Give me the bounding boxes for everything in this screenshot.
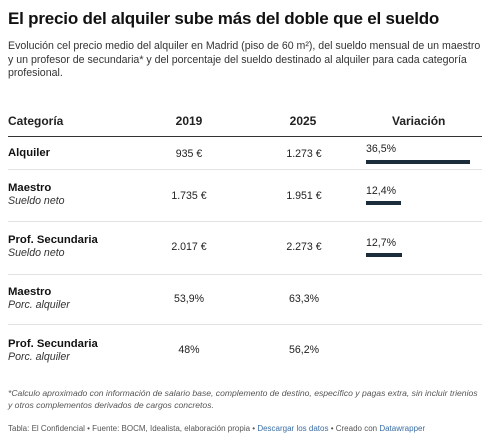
variation-cell: 36,5% <box>366 143 476 169</box>
value-2025: 56,2% <box>288 344 320 356</box>
column-header-variation[interactable]: Variación <box>392 114 446 128</box>
value-2019: 935 € <box>175 148 203 160</box>
row-category: Maestro Porc. alquiler <box>8 285 70 312</box>
variation-label: 36,5% <box>366 143 397 155</box>
category-label: Prof. Secundaria <box>8 338 98 350</box>
variation-cell: 12,4% <box>366 185 476 211</box>
footnote: *Calculo aproximado con información de s… <box>8 388 478 410</box>
row-category: Prof. Secundaria Sueldo neto <box>8 233 98 260</box>
column-header-2019[interactable]: 2019 <box>175 114 203 128</box>
source-line: Tabla: El Confidencial • Fuente: BOCM, I… <box>8 424 482 433</box>
variation-bar <box>366 201 401 205</box>
column-header-category[interactable]: Categoría <box>8 114 64 128</box>
category-sublabel: Porc. alquiler <box>8 299 70 311</box>
column-header-2025[interactable]: 2025 <box>289 114 317 128</box>
variation-cell: 12,7% <box>366 237 476 263</box>
category-label: Maestro <box>8 182 52 194</box>
page-title: El precio del alquiler sube más del dobl… <box>8 9 440 28</box>
variation-bar <box>366 160 470 164</box>
category-sublabel: Sueldo neto <box>8 247 65 259</box>
variation-label: 12,7% <box>366 237 397 249</box>
source-text: Tabla: El Confidencial • Fuente: BOCM, I… <box>8 424 256 433</box>
row-category: Alquiler <box>8 146 50 160</box>
row-category: Maestro Sueldo neto <box>8 181 65 208</box>
category-label: Prof. Secundaria <box>8 234 98 246</box>
category-label: Alquiler <box>8 147 51 159</box>
value-2025: 63,3% <box>288 293 320 305</box>
value-2019: 48% <box>178 344 200 356</box>
value-2025: 1.951 € <box>286 190 322 202</box>
table-row: Prof. Secundaria Porc. alquiler 48% 56,2… <box>8 325 482 377</box>
category-sublabel: Sueldo neto <box>8 195 65 207</box>
table-row: Maestro Sueldo neto 1.735 € 1.951 € 12,4… <box>8 170 482 222</box>
datawrapper-link[interactable]: Datawrapper <box>379 424 426 433</box>
category-label: Maestro <box>8 286 52 298</box>
row-category: Prof. Secundaria Porc. alquiler <box>8 337 98 364</box>
table-row: Alquiler 935 € 1.273 € 36,5% <box>8 137 482 170</box>
table-row: Maestro Porc. alquiler 53,9% 63,3% <box>8 275 482 325</box>
category-sublabel: Porc. alquiler <box>8 351 70 363</box>
created-with-text: • Creado con <box>330 424 378 433</box>
value-2019: 53,9% <box>173 293 205 305</box>
value-2025: 2.273 € <box>286 241 322 253</box>
page-subtitle: Evolución cel precio medio del alquiler … <box>8 40 481 79</box>
download-data-link[interactable]: Descargar los datos <box>257 424 329 433</box>
variation-bar <box>366 253 402 257</box>
value-2019: 1.735 € <box>171 190 207 202</box>
table-row: Prof. Secundaria Sueldo neto 2.017 € 2.2… <box>8 222 482 275</box>
value-2025: 1.273 € <box>286 148 322 160</box>
table-header: Categoría 2019 2025 Variación <box>8 108 482 137</box>
variation-label: 12,4% <box>366 185 397 197</box>
value-2019: 2.017 € <box>171 241 207 253</box>
